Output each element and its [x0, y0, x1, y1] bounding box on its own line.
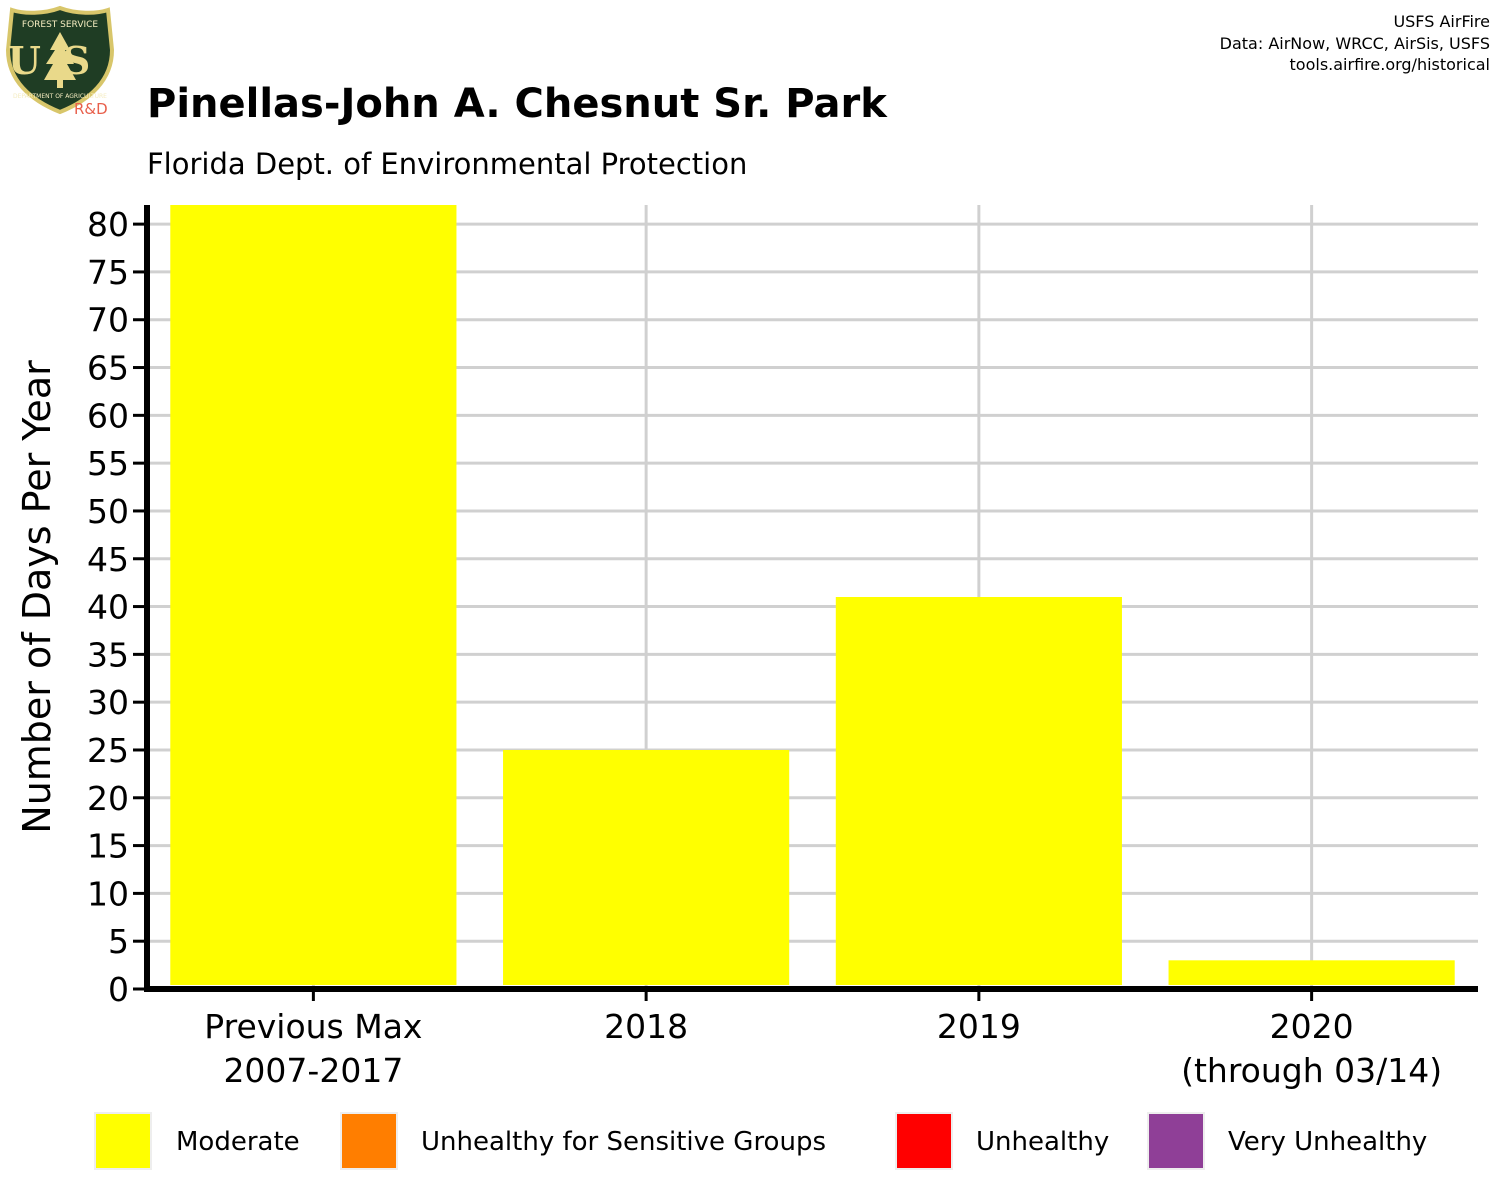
logo-rd-text: R&D [74, 100, 108, 118]
y-tick-label: 70 [87, 301, 129, 340]
legend-swatch [895, 1112, 953, 1170]
y-tick-label: 25 [87, 731, 129, 770]
axes [144, 205, 1478, 992]
y-tick-label: 75 [87, 253, 129, 292]
bar [503, 749, 790, 985]
y-tick-label: 80 [87, 205, 129, 244]
chart-subtitle: Florida Dept. of Environmental Protectio… [147, 147, 747, 181]
bar [170, 205, 457, 985]
usfs-logo: FOREST SERVICE US DEPARTMENT OF AGRICULT… [5, 5, 115, 118]
chart-title: Pinellas-John A. Chesnut Sr. Park [147, 81, 888, 127]
logo-bottom-text: DEPARTMENT OF AGRICULTURE [13, 93, 107, 100]
y-tick-label: 30 [87, 683, 129, 722]
y-tick-label: 50 [87, 492, 129, 531]
y-axis-label: Number of Days Per Year [15, 360, 59, 834]
legend-label: Moderate [176, 1127, 300, 1157]
y-tick-label: 0 [108, 970, 129, 1009]
x-tick-label: Previous Max [204, 1007, 422, 1046]
credit-line-3: tools.airfire.org/historical [1290, 55, 1490, 74]
legend-label: Very Unhealthy [1228, 1127, 1427, 1157]
x-tick-label: 2020 [1270, 1007, 1354, 1046]
y-ticks: 0 5 10 15 20 25 30 35 40 45 50 55 60 65 70 75 80 [87, 205, 147, 1009]
y-tick-label: 40 [87, 588, 129, 627]
y-tick-label: 45 [87, 540, 129, 579]
legend-swatch [94, 1112, 152, 1170]
y-tick-label: 20 [87, 779, 129, 818]
y-tick-label: 10 [87, 874, 129, 913]
bar [1168, 960, 1455, 985]
legend-label: Unhealthy for Sensitive Groups [421, 1127, 826, 1157]
y-tick-label: 65 [87, 349, 129, 388]
y-tick-label: 60 [87, 396, 129, 435]
credit-line-2: Data: AirNow, WRCC, AirSis, USFS [1220, 34, 1490, 53]
legend-swatch [340, 1112, 398, 1170]
x-tick-label: 2019 [937, 1007, 1021, 1046]
legend-swatch [1147, 1112, 1205, 1170]
y-tick-label: 5 [108, 922, 129, 961]
y-tick-label: 35 [87, 635, 129, 674]
legend: Moderate Unhealthy for Sensitive Groups Un… [94, 1112, 1427, 1170]
x-tick-label: 2018 [604, 1007, 688, 1046]
y-tick-label: 55 [87, 444, 129, 483]
x-tick-label: 2007-2017 [223, 1051, 403, 1090]
logo-tree-icon [44, 32, 76, 88]
y-tick-label: 15 [87, 827, 129, 866]
bars [170, 205, 1455, 985]
legend-label: Unhealthy [976, 1127, 1109, 1157]
logo-top-text: FOREST SERVICE [22, 20, 99, 30]
credit-line-1: USFS AirFire [1393, 12, 1490, 31]
x-ticks: Previous Max 2007-2017 2018 2019 2020 (throug… [204, 989, 1442, 1090]
x-tick-label: (through 03/14) [1181, 1051, 1442, 1090]
bar [835, 597, 1122, 985]
